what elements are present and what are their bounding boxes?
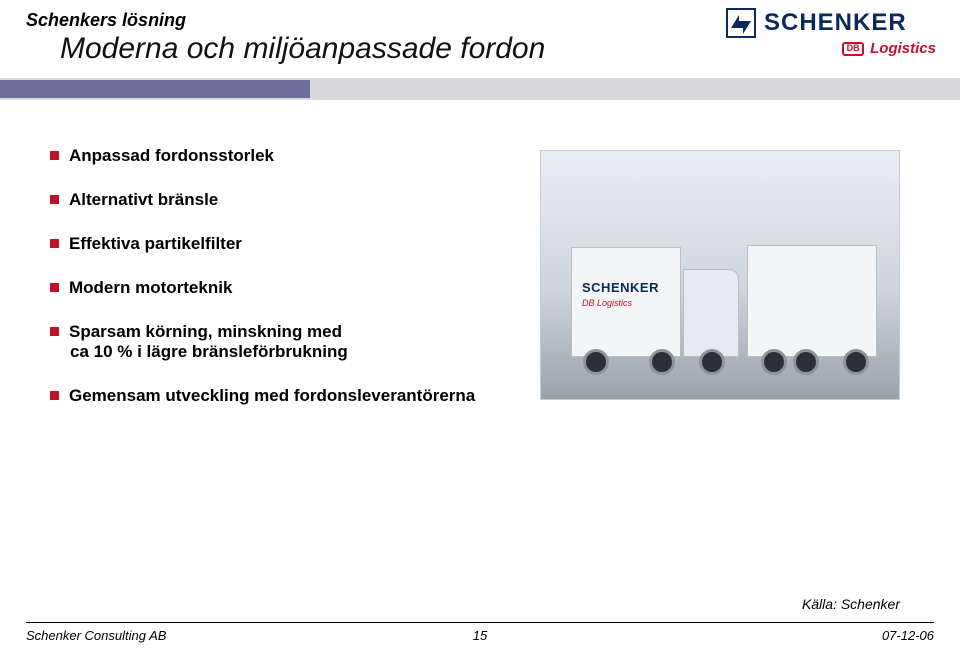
- bullet-marker-icon: [50, 327, 59, 336]
- bullet-marker-icon: [50, 283, 59, 292]
- bullet-text: Modern motorteknik: [69, 278, 232, 298]
- list-item: Sparsam körning, minskning med ca 10 % i…: [50, 322, 510, 362]
- footer: Schenker Consulting AB 15 07-12-06: [0, 622, 960, 642]
- bullet-text: Sparsam körning, minskning med: [69, 322, 342, 342]
- pretitle: Schenkers lösning: [26, 10, 186, 31]
- bullet-subtext: ca 10 % i lägre bränsleförbrukning: [70, 342, 510, 362]
- truck-icon: SCHENKER DB Logistics: [571, 231, 889, 381]
- list-item: Alternativt bränsle: [50, 190, 510, 210]
- logo-sub: DB Logistics: [726, 40, 936, 57]
- bullet-text: Effektiva partikelfilter: [69, 234, 242, 254]
- bullet-marker-icon: [50, 151, 59, 160]
- truck-image: SCHENKER DB Logistics: [540, 150, 900, 400]
- bullet-marker-icon: [50, 195, 59, 204]
- list-item: Gemensam utveckling med fordonsleverantö…: [50, 386, 510, 406]
- bullet-text: Gemensam utveckling med fordonsleverantö…: [69, 386, 475, 406]
- divider-bar: [0, 78, 960, 100]
- list-item: Effektiva partikelfilter: [50, 234, 510, 254]
- list-item: Anpassad fordonsstorlek: [50, 146, 510, 166]
- slide: Schenkers lösning Moderna och miljöanpas…: [0, 0, 960, 656]
- truck-brand-sublabel: DB Logistics: [582, 298, 632, 308]
- logo-row: SCHENKER: [726, 8, 936, 38]
- list-item: Modern motorteknik: [50, 278, 510, 298]
- logo-wordmark: SCHENKER: [764, 9, 907, 37]
- footer-page-number: 15: [0, 628, 960, 643]
- bullet-marker-icon: [50, 239, 59, 248]
- db-badge-icon: DB: [842, 42, 864, 56]
- footer-date: 07-12-06: [882, 628, 934, 643]
- footer-divider: [26, 622, 934, 623]
- schenker-mark-icon: [726, 8, 756, 38]
- bullet-text: Anpassad fordonsstorlek: [69, 146, 274, 166]
- source-label: Källa: Schenker: [802, 596, 900, 612]
- bullet-text: Alternativt bränsle: [69, 190, 218, 210]
- bullet-marker-icon: [50, 391, 59, 400]
- page-title: Moderna och miljöanpassade fordon: [60, 32, 545, 66]
- brand-logo: SCHENKER DB Logistics: [726, 8, 936, 57]
- divider-left: [0, 80, 310, 98]
- truck-brand-label: SCHENKER: [582, 280, 659, 295]
- bullet-list: Anpassad fordonsstorlek Alternativt brän…: [50, 146, 510, 430]
- logo-subbrand: Logistics: [870, 40, 936, 57]
